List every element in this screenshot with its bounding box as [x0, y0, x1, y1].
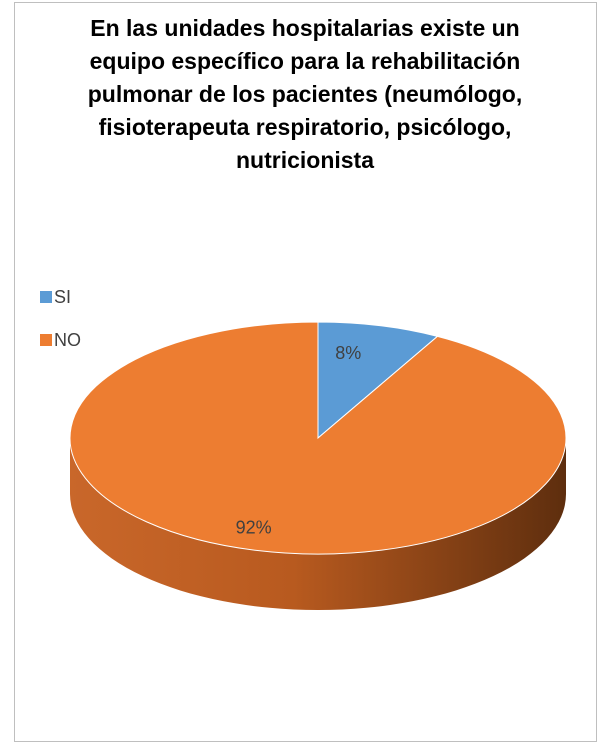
- legend-swatch: [40, 334, 52, 346]
- data-label: 8%: [335, 343, 361, 363]
- data-label: 92%: [236, 518, 272, 538]
- legend-label: NO: [54, 330, 81, 350]
- pie-side: [70, 438, 566, 610]
- legend-swatch: [40, 291, 52, 303]
- pie-slice: [317, 321, 439, 440]
- chart-title: En las unidades hospitalarias existe un …: [87, 15, 523, 173]
- pie-slice: [69, 321, 567, 555]
- legend-label: SI: [54, 287, 71, 307]
